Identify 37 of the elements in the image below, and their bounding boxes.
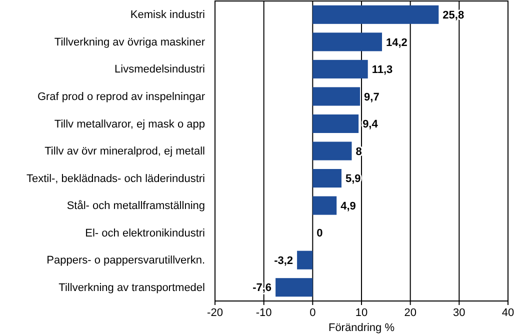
bar xyxy=(312,196,337,215)
data-label: 4,9 xyxy=(340,200,356,212)
y-tick-label: Tillv av övr mineralprod, ej metall xyxy=(44,146,205,158)
bar xyxy=(276,278,313,297)
bar xyxy=(312,5,439,24)
bar xyxy=(297,250,313,270)
x-axis-title: Förändring % xyxy=(328,322,395,334)
y-tick-label: Tillverkning av övriga maskiner xyxy=(54,36,206,48)
x-tick-label: 20 xyxy=(404,306,416,319)
y-tick-label: Graf prod o reprod av inspelningar xyxy=(37,90,206,103)
data-label: 14,2 xyxy=(386,36,408,49)
y-tick-label: Livsmedelsindustri xyxy=(114,64,205,76)
y-tick-label: El- och elektronikindustri xyxy=(85,227,205,240)
data-label: 5,9 xyxy=(345,173,361,186)
bar xyxy=(312,60,368,78)
data-label: 0 xyxy=(316,228,323,240)
y-tick-label: Pappers- o pappersvarutillverkn. xyxy=(46,254,205,267)
x-tick-label: 40 xyxy=(502,306,514,319)
x-tick-label: -10 xyxy=(256,306,272,319)
bar xyxy=(312,142,352,160)
data-label: 9,4 xyxy=(362,118,379,131)
y-tick-label: Tillv metallvaror, ej mask o app xyxy=(54,118,205,130)
bar xyxy=(312,87,360,106)
x-tick-label: -20 xyxy=(207,306,223,319)
y-tick-label: Tillverkning av transportmedel xyxy=(58,282,205,294)
data-label: -3,2 xyxy=(274,254,294,267)
data-label: 11,3 xyxy=(372,64,393,76)
x-tick-label: 0 xyxy=(310,306,316,319)
x-tick-label: 30 xyxy=(453,306,466,319)
bar xyxy=(312,114,359,133)
y-tick-label: Kemisk industri xyxy=(130,9,205,22)
bar xyxy=(312,169,342,188)
bar xyxy=(312,32,382,52)
data-label: 9,7 xyxy=(364,91,380,104)
y-tick-label: Stål- och metallframställning xyxy=(66,200,205,212)
y-tick-label: Textil-, beklädnads- och läderindustri xyxy=(26,172,205,185)
x-tick-label: 10 xyxy=(355,306,368,319)
